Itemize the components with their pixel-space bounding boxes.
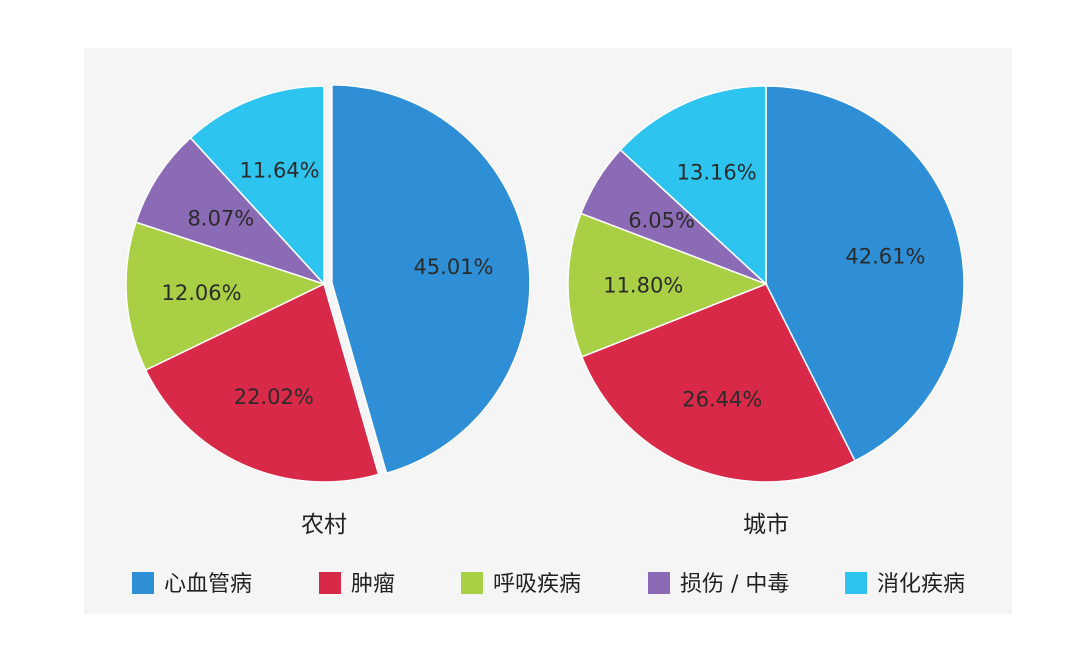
slice-value-label: 13.16% [677,161,757,185]
pie-slice [134,136,327,286]
pie-slice [619,85,767,286]
pie-slice [580,283,856,483]
legend-label: 心血管病 [164,572,252,597]
legend-label: 肿瘤 [351,572,395,597]
legend-swatch [132,572,154,594]
pie-slice [765,85,965,462]
slice-value-label: 12.06% [161,281,241,305]
legend-swatch [845,572,867,594]
slice-value-label: 45.01% [413,255,493,279]
legend-label: 呼吸疾病 [493,572,581,597]
pie-slice [125,221,327,372]
slice-value-label: 6.05% [628,208,695,232]
legend: 心血管病 肿瘤 呼吸疾病 损伤 / 中毒 消化疾病 [132,572,965,597]
slice-value-label: 11.80% [603,274,683,298]
slice-value-label: 26.44% [682,388,762,412]
pie-slice [144,282,380,483]
legend-label: 损伤 / 中毒 [680,572,789,597]
pie-slice [189,85,325,286]
pie-title: 农村 [301,512,347,538]
slice-value-label: 42.61% [845,245,925,269]
pie-slice [331,84,531,475]
slice-value-label: 8.07% [188,206,255,230]
legend-swatch [461,572,483,594]
pie-slice [567,212,769,358]
pie-chart-1: 45.01% 22.02% 12.06% 8.07% 11.64% 农村 [125,84,531,538]
pie-title: 城市 [743,512,789,538]
pie-chart-2: 42.61% 26.44% 11.80% 6.05% 13.16% 城市 [567,85,965,538]
legend-swatch [648,572,670,594]
slice-value-label: 11.64% [240,159,320,183]
legend-label: 消化疾病 [877,572,965,597]
legend-swatch [319,572,341,594]
slice-value-label: 22.02% [234,385,314,409]
